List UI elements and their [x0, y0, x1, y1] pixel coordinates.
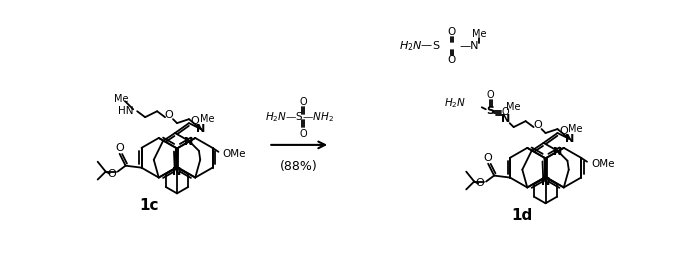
Text: O: O [476, 178, 484, 188]
Text: $H_2N$—S: $H_2N$—S [399, 39, 440, 53]
Text: HN: HN [118, 106, 133, 116]
Text: O: O [533, 120, 542, 130]
Text: O: O [191, 116, 200, 126]
Text: OMe: OMe [223, 149, 246, 159]
Text: O: O [115, 143, 124, 153]
Text: S: S [486, 106, 493, 116]
Text: O: O [502, 107, 510, 117]
Text: N: N [184, 137, 193, 147]
Text: O: O [484, 153, 493, 163]
Text: Me: Me [568, 124, 583, 134]
Text: N: N [501, 114, 510, 124]
Text: O: O [107, 168, 116, 178]
Text: $H_2N$: $H_2N$ [444, 96, 466, 110]
Text: Me: Me [200, 114, 214, 124]
Text: O: O [165, 110, 173, 120]
Text: N: N [196, 124, 205, 134]
Text: N: N [172, 167, 181, 177]
Text: O: O [447, 27, 456, 37]
Text: Me: Me [114, 94, 128, 104]
Text: N: N [565, 134, 574, 144]
Text: Me: Me [507, 102, 521, 112]
Text: OMe: OMe [591, 159, 615, 169]
Text: O: O [487, 90, 495, 100]
Text: O: O [299, 129, 307, 139]
Text: N: N [541, 177, 550, 187]
Text: Me: Me [473, 29, 487, 39]
Text: 1d: 1d [512, 208, 533, 223]
Text: O: O [299, 97, 307, 107]
Text: (88%): (88%) [281, 160, 318, 173]
Text: $H_2N$—S—$NH_2$: $H_2N$—S—$NH_2$ [265, 110, 334, 124]
Text: O: O [447, 55, 456, 65]
Text: —N: —N [460, 41, 480, 51]
Text: O: O [559, 126, 568, 136]
Text: N: N [553, 147, 562, 157]
Text: 1c: 1c [139, 198, 158, 213]
